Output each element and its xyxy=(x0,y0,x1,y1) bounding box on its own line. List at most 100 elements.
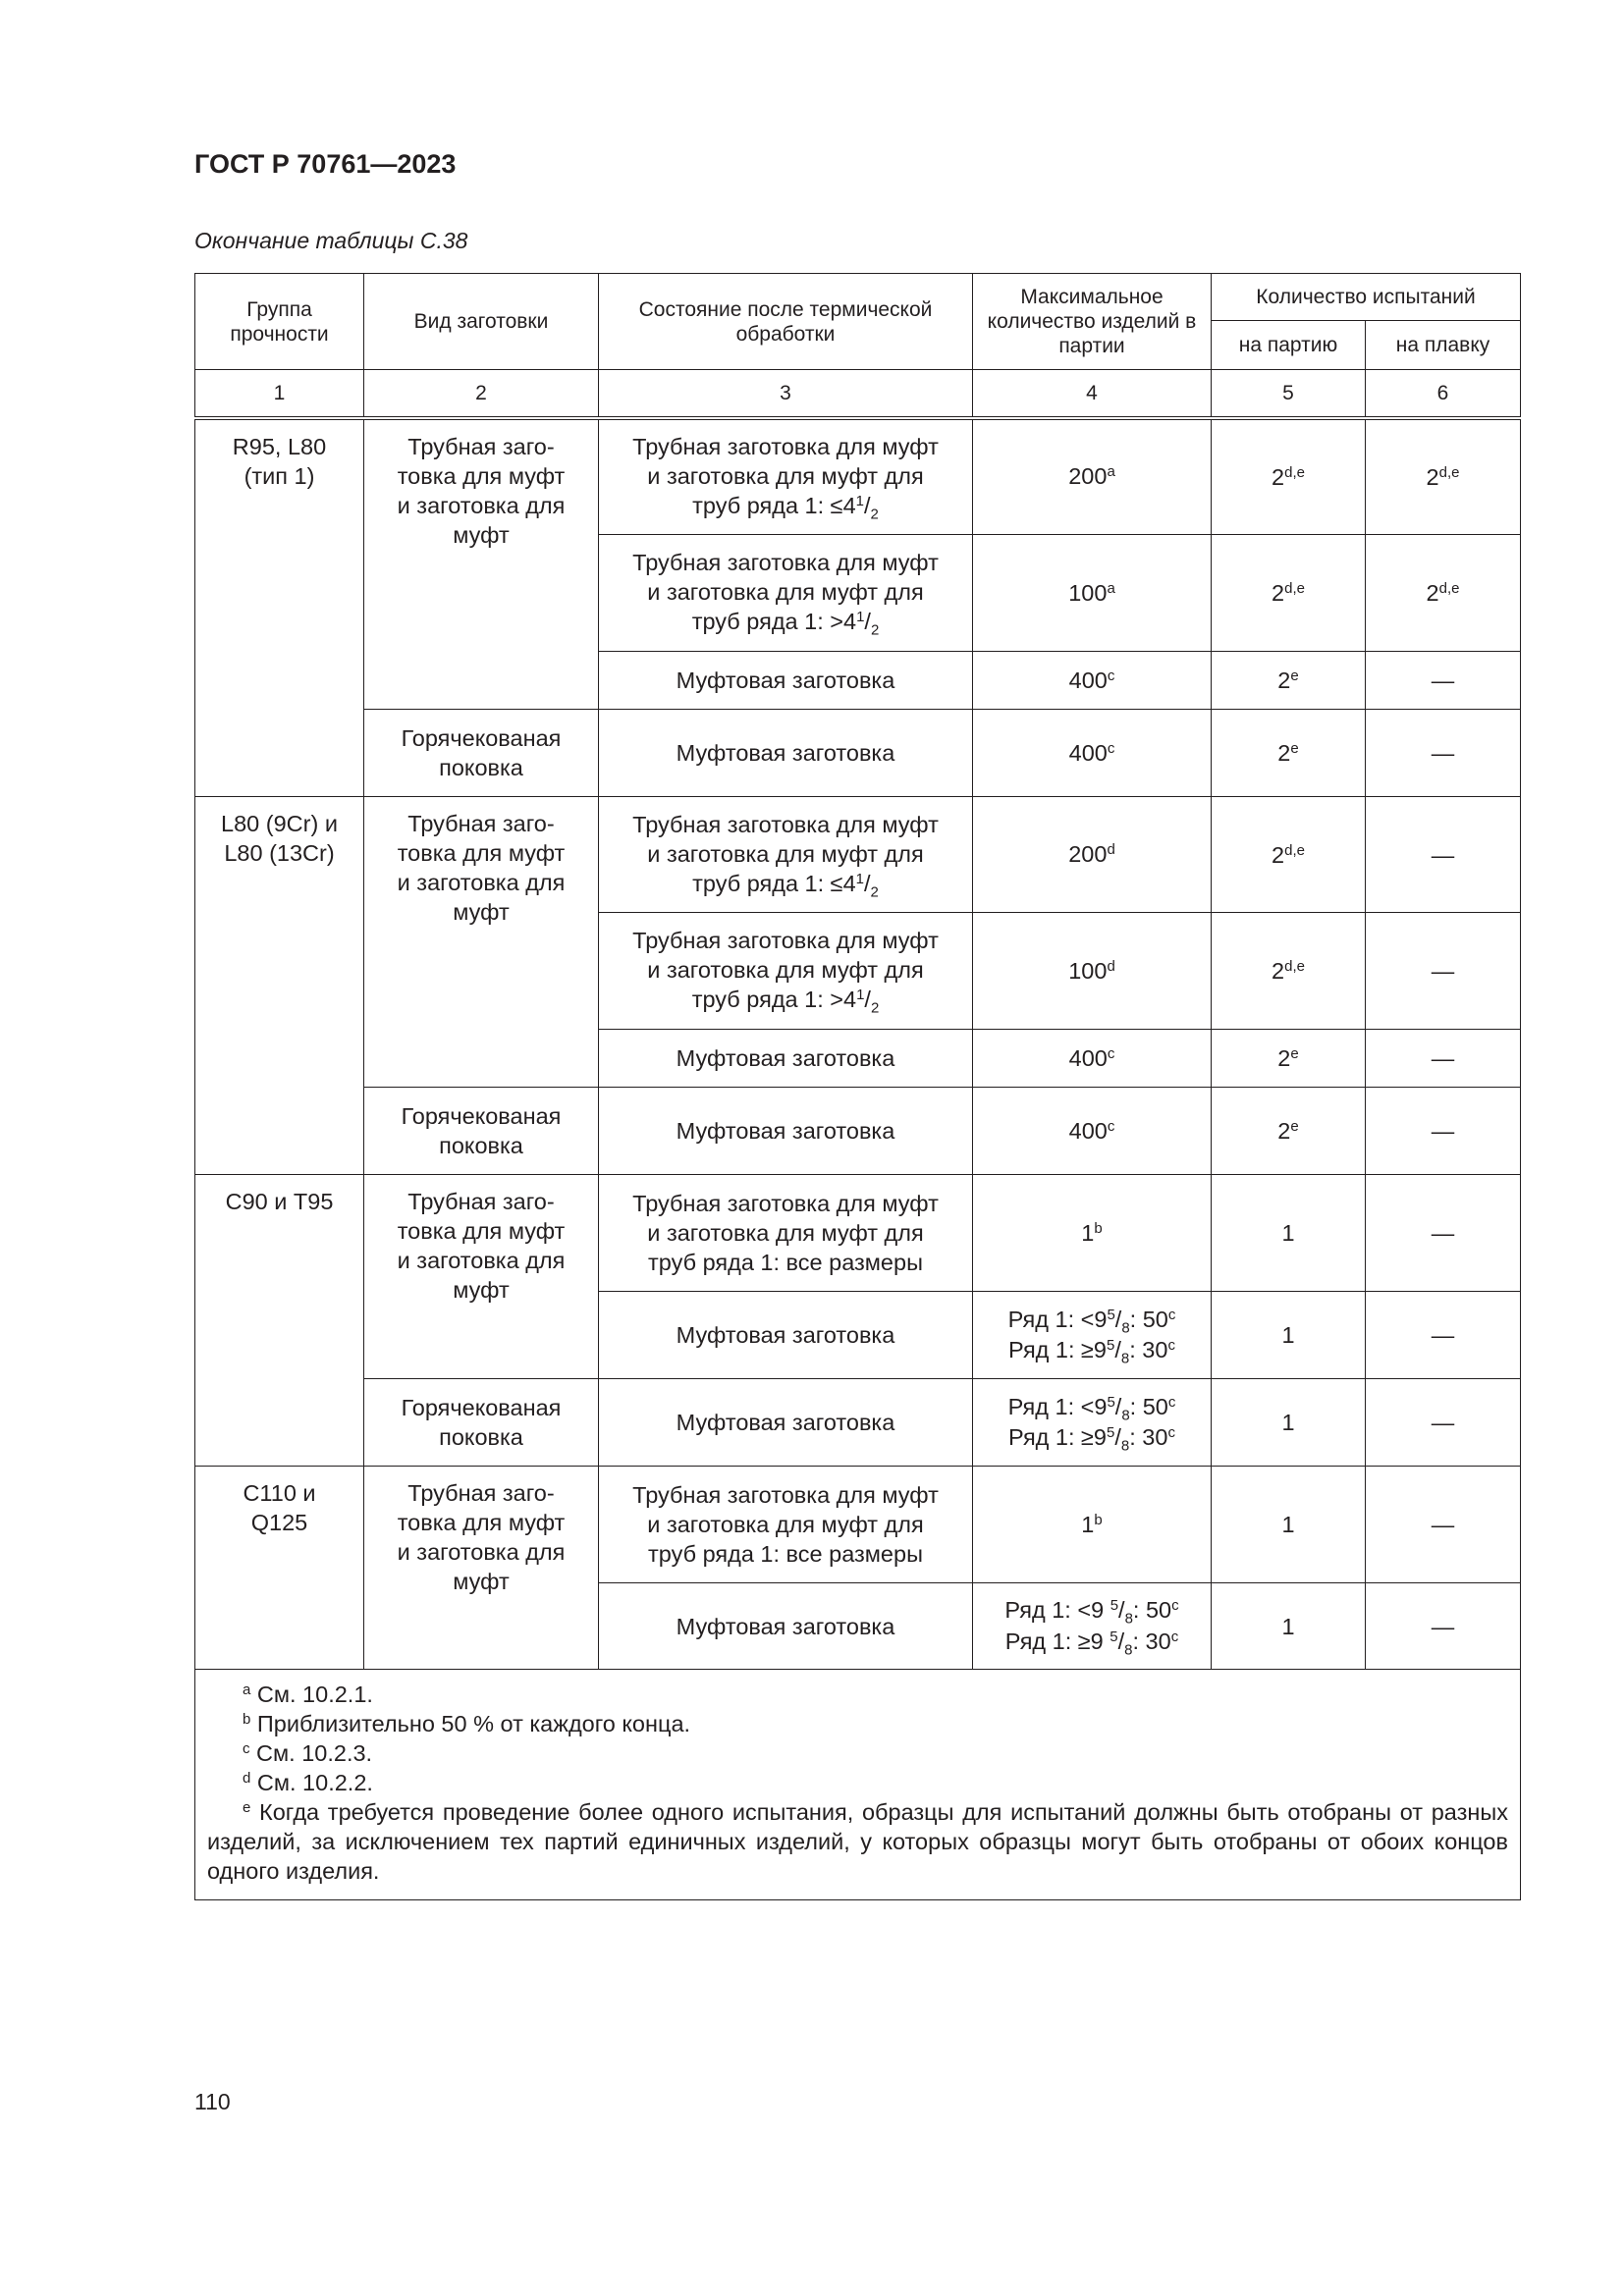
text: 2 xyxy=(1277,1118,1291,1144)
superscript: c xyxy=(1107,1044,1115,1062)
superscript: 5 xyxy=(1110,1628,1118,1645)
heat-treatment-condition: Муфтовая заготовка xyxy=(598,1029,973,1088)
text: : 50 xyxy=(1129,1306,1168,1332)
text: Трубная заготовка для муфт xyxy=(632,928,939,954)
blank-type: Горячекованая поковка xyxy=(363,709,599,797)
text: — xyxy=(1431,667,1455,693)
text: Муфтовая заготовка xyxy=(676,1322,895,1348)
table-row: Муфтовая заготовка Ряд 1: <9 5/8: 50c Ряд … xyxy=(195,1582,1521,1670)
tests-per-lot: 2d,e xyxy=(1211,912,1366,1030)
superscript: 1 xyxy=(856,609,865,626)
text: / xyxy=(1114,1337,1121,1362)
column-number: 5 xyxy=(1211,369,1366,420)
superscript: b xyxy=(1094,1219,1103,1237)
text: труб ряда 1: ≤4 xyxy=(692,493,856,519)
text: поковка xyxy=(439,1424,523,1450)
header-max-qty: Максимальное количество изделий в партии xyxy=(972,273,1212,370)
tests-per-lot: 2e xyxy=(1211,1087,1366,1175)
text: Муфтовая заготовка xyxy=(676,1410,895,1435)
footnote-mark: a xyxy=(243,1681,251,1698)
text: 1 xyxy=(1081,1219,1095,1246)
text: (тип 1) xyxy=(244,462,315,489)
heat-treatment-condition: Муфтовая заготовка xyxy=(598,1582,973,1670)
text: 1 xyxy=(1281,1613,1295,1639)
blank-type: Горячекованая поковка xyxy=(363,1087,599,1175)
superscript: e xyxy=(1290,1117,1299,1135)
tests-per-heat: — xyxy=(1365,1029,1521,1088)
superscript: d xyxy=(1107,957,1115,975)
text: Трубная заготовка для муфт xyxy=(632,550,939,576)
max-quantity: 400c xyxy=(972,1029,1212,1088)
superscript: 1 xyxy=(855,870,864,887)
text: и заготовка для муфт для xyxy=(647,957,924,984)
tests-per-lot: 1 xyxy=(1211,1582,1366,1670)
superscript: 1 xyxy=(855,492,864,509)
text: Ряд 1: <9 xyxy=(1007,1306,1108,1332)
table-row: R95, L80 (тип 1) Трубная заго-товка для му… xyxy=(194,417,1521,797)
text: Муфтовая заготовка xyxy=(676,1118,895,1144)
text: — xyxy=(1431,1045,1455,1071)
heat-treatment-condition: Трубная заготовка для муфт и заготовка дл… xyxy=(598,1174,973,1292)
text: 2 xyxy=(1426,580,1439,606)
heat-treatment-condition: Трубная заготовка для муфт и заготовка дл… xyxy=(598,417,973,535)
text: Муфтовая заготовка xyxy=(676,1045,895,1071)
superscript: c xyxy=(1170,1628,1179,1645)
tests-per-heat: — xyxy=(1365,1582,1521,1670)
superscript: 5 xyxy=(1107,1393,1115,1411)
tests-per-heat: — xyxy=(1365,1291,1521,1379)
text: / xyxy=(863,493,871,519)
text: / xyxy=(864,609,871,635)
max-quantity: 400c xyxy=(972,709,1212,797)
footnote-text: Приблизительно 50 % от каждого конца. xyxy=(250,1711,691,1736)
text: — xyxy=(1431,740,1455,766)
text: Ряд 1: ≥9 xyxy=(1008,1424,1108,1450)
header-per-lot: на партию xyxy=(1211,320,1366,370)
footnote-text: См. 10.2.1. xyxy=(250,1682,373,1707)
tests-per-heat: — xyxy=(1365,1087,1521,1175)
text: — xyxy=(1431,958,1455,984)
text: 2 xyxy=(1277,1045,1291,1071)
heat-treatment-condition: Муфтовая заготовка xyxy=(598,1087,973,1175)
tests-per-heat: 2d,e xyxy=(1365,534,1521,652)
subscript: 8 xyxy=(1120,1437,1130,1455)
text: и заготовка для xyxy=(397,1539,566,1565)
tests-per-lot: 1 xyxy=(1211,1291,1366,1379)
text: : 30 xyxy=(1129,1337,1168,1362)
text: Ряд 1: <9 xyxy=(1004,1597,1110,1624)
subscript: 8 xyxy=(1120,1350,1130,1367)
text: Трубная заготовка для муфт xyxy=(632,811,939,837)
superscript: d,e xyxy=(1438,579,1460,597)
text: Трубная заго- xyxy=(407,811,555,836)
superscript: c xyxy=(1167,1306,1176,1323)
max-quantity: 400c xyxy=(972,1087,1212,1175)
blank-type: Трубная заго-товка для муфт и заготовка д… xyxy=(363,1174,599,1379)
tests-per-heat: — xyxy=(1365,651,1521,710)
text: товка для муфт xyxy=(397,462,566,489)
text: — xyxy=(1431,1613,1455,1639)
column-number: 2 xyxy=(363,369,599,420)
footnote-text: См. 10.2.3. xyxy=(249,1740,373,1766)
heat-treatment-condition: Муфтовая заготовка xyxy=(598,651,973,710)
text: : 30 xyxy=(1129,1424,1168,1450)
tests-per-lot: 2d,e xyxy=(1211,534,1366,652)
footnote: a См. 10.2.1. xyxy=(207,1680,1508,1709)
text: Горячекованая xyxy=(401,725,562,751)
text: Ряд 1: ≥9 xyxy=(1008,1337,1108,1362)
table-row: Трубная заготовка для муфт и заготовка дл… xyxy=(195,912,1521,1030)
text: труб ряда 1: все размеры xyxy=(648,1541,923,1567)
text: / xyxy=(1114,1424,1121,1450)
superscript: d xyxy=(1107,840,1115,858)
footnote: c См. 10.2.3. xyxy=(207,1738,1508,1768)
tests-per-heat: — xyxy=(1365,912,1521,1030)
text: труб ряда 1: >4 xyxy=(691,987,857,1013)
text: Трубная заго- xyxy=(407,1480,555,1506)
text: 1 xyxy=(1281,1410,1295,1435)
superscript: d,e xyxy=(1284,579,1305,597)
text: и заготовка для муфт для xyxy=(647,1512,924,1537)
text: 400 xyxy=(1068,1044,1108,1071)
max-quantity: 200a xyxy=(972,417,1212,535)
tests-per-lot: 2d,e xyxy=(1211,796,1366,913)
text: Трубная заготовка для муфт xyxy=(632,1482,939,1508)
requirements-table: Группа прочности Вид заготовки Состояние… xyxy=(194,273,1521,1900)
superscript: a xyxy=(1107,579,1115,597)
